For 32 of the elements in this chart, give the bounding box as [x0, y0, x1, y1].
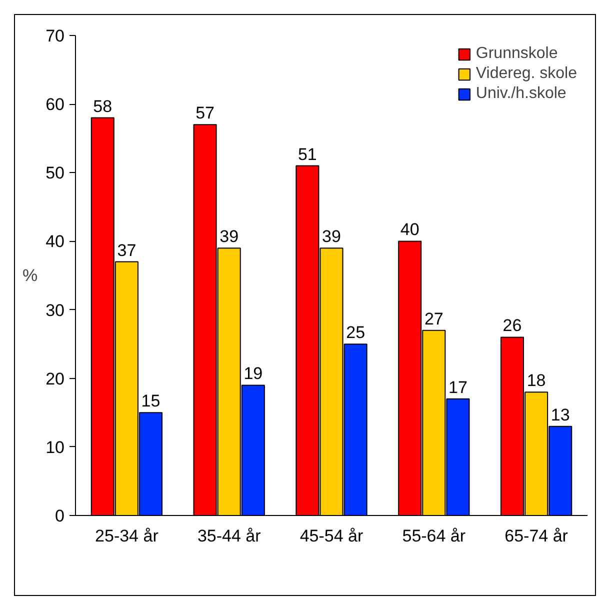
data-label: 57 [196, 104, 215, 123]
data-label: 13 [550, 405, 570, 424]
y-tick-label: 10 [46, 438, 65, 457]
data-label: 51 [298, 144, 317, 164]
y-tick-label: 40 [46, 232, 65, 252]
data-label: 27 [424, 309, 444, 328]
y-tick-label: 20 [46, 369, 65, 388]
data-label: 40 [400, 220, 420, 240]
x-tick-label: 45-54 år [300, 526, 364, 546]
x-tick-label: 55-64 år [402, 526, 466, 546]
data-label: 17 [448, 378, 468, 397]
data-label: 19 [244, 364, 263, 384]
data-label: 39 [322, 227, 341, 246]
y-tick-label: 70 [46, 26, 65, 46]
y-tick-label: 30 [46, 300, 65, 320]
data-label: 15 [141, 392, 160, 411]
data-label: 18 [526, 371, 546, 390]
data-label: 58 [93, 96, 112, 116]
y-axis-title: % [22, 266, 38, 285]
y-tick-label: 60 [46, 95, 65, 114]
data-label: 37 [117, 240, 136, 260]
data-label: 39 [220, 227, 239, 246]
y-tick-label: 50 [46, 164, 65, 183]
x-tick-label: 35-44 år [197, 526, 262, 546]
data-label: 26 [502, 316, 522, 336]
x-tick-label: 25-34 år [95, 526, 159, 546]
x-tick-label: 65-74 år [504, 526, 568, 546]
legend-label: Univ./h.skole [476, 85, 566, 103]
legend-label: Grunnskole [476, 45, 558, 63]
y-tick-label: 0 [55, 506, 65, 526]
data-label: 25 [346, 323, 366, 342]
legend-label: Videreg. skole [476, 65, 577, 83]
